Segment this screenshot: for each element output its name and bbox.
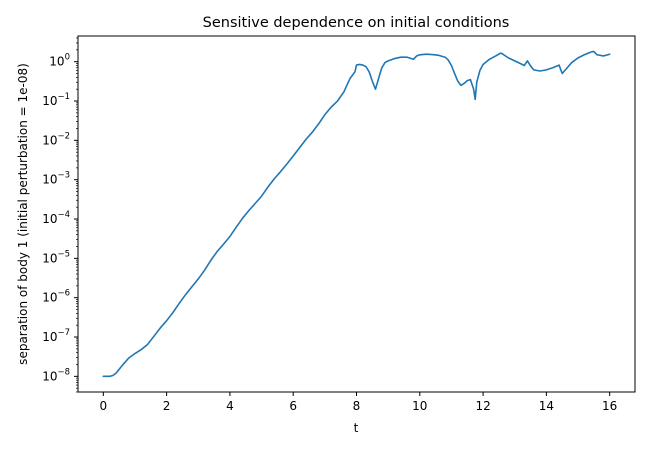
x-tick-label: 14 [539, 399, 554, 413]
y-tick-label: 100 [49, 53, 70, 69]
x-tick-label: 0 [99, 399, 107, 413]
y-tick-label: 10−3 [42, 171, 70, 187]
y-tick-label: 10−7 [42, 328, 70, 344]
y-tick-label: 10−1 [42, 92, 70, 108]
y-axis: 10−8 10−7 10−6 10−5 10−4 10−3 10−2 10−1 100 [42, 37, 78, 393]
x-tick-label: 8 [353, 399, 361, 413]
x-tick-label: 4 [226, 399, 234, 413]
x-tick-label: 12 [475, 399, 490, 413]
axes-frame [77, 35, 636, 393]
x-tick-label: 6 [289, 399, 297, 413]
y-tick-label: 10−2 [42, 131, 70, 147]
chart-title: Sensitive dependence on initial conditio… [203, 15, 510, 31]
series-line-0 [102, 50, 611, 378]
y-tick-label: 10−5 [42, 249, 70, 265]
y-tick-label: 10−8 [42, 367, 70, 383]
x-tick-label: 10 [412, 399, 427, 413]
x-axis-title: t [354, 421, 359, 435]
x-tick-label: 2 [163, 399, 171, 413]
x-axis: 0 2 4 6 8 10 12 14 16 [99, 392, 617, 413]
y-tick-label: 10−6 [42, 289, 70, 305]
x-tick-label: 16 [602, 399, 617, 413]
plot-area [102, 50, 611, 378]
y-axis-title: separation of body 1 (initial perturbati… [16, 63, 30, 365]
y-tick-label: 10−4 [42, 210, 70, 226]
